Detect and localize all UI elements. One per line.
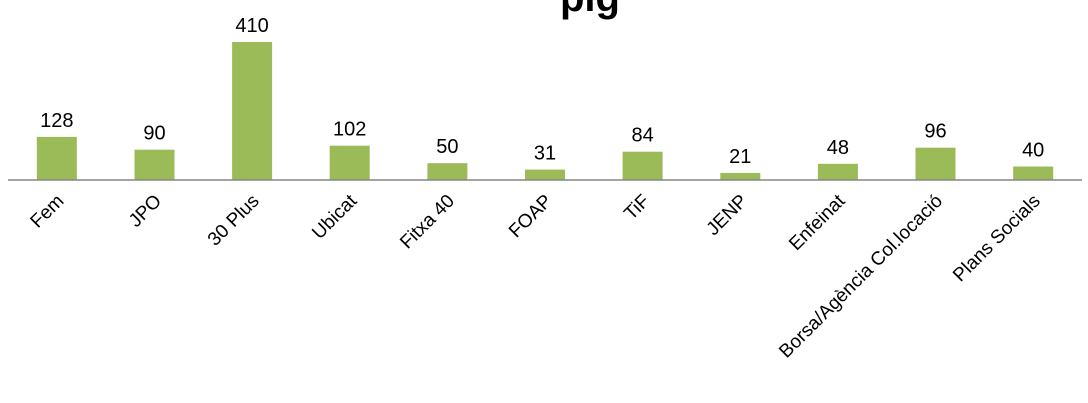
- value-label-fem: 128: [40, 110, 73, 132]
- category-label-fem: Fem: [27, 191, 69, 233]
- category-labels-layer: Fem JPO 30 Plus Ubicat Fitxa 40 FOAP TiF JENP En…: [27, 190, 1045, 362]
- bar-tif: [622, 151, 663, 180]
- value-label-borsa-ag-ncia-col-locaci: 96: [924, 121, 946, 143]
- category-label-30-plus: 30 Plus: [204, 191, 264, 251]
- category-label-borsa-ag-ncia-col-locaci: Borsa/Agència Col.locació: [775, 191, 947, 363]
- value-label-ubicat: 102: [333, 119, 366, 141]
- category-label-jenp: JENP: [703, 191, 752, 240]
- category-label-plans-socials: Plans Socials: [949, 191, 1045, 287]
- value-label-jpo: 90: [143, 123, 165, 145]
- bar-ubicat: [329, 145, 370, 180]
- value-label-enfeinat: 48: [827, 137, 849, 159]
- bar-jpo: [134, 149, 175, 180]
- bar-borsa-ag-ncia-col-locaci: [915, 147, 956, 180]
- category-label-jpo: JPO: [125, 191, 166, 232]
- bar-fem: [36, 136, 77, 180]
- bars-layer: [36, 42, 1054, 180]
- bar-enfeinat: [817, 163, 858, 180]
- chart-title: pig: [560, 0, 620, 21]
- category-label-foap: FOAP: [505, 191, 556, 242]
- value-label-tif: 84: [631, 125, 653, 147]
- value-label-30-plus: 410: [235, 15, 268, 37]
- value-label-fitxa-40: 50: [436, 136, 458, 158]
- bar-jenp: [720, 172, 761, 180]
- value-labels-layer: 128 90 410 102 50 31 84 21 48 96 40: [40, 15, 1044, 168]
- category-label-ubicat: Ubicat: [308, 190, 361, 243]
- bar-plans-socials: [1013, 166, 1054, 180]
- value-label-jenp: 21: [729, 146, 751, 168]
- bar-fitxa-40: [427, 163, 468, 180]
- value-label-foap: 31: [534, 143, 556, 165]
- category-label-enfeinat: Enfeinat: [785, 190, 850, 255]
- category-label-tif: TiF: [620, 191, 654, 225]
- value-label-plans-socials: 40: [1022, 140, 1044, 162]
- category-label-fitxa-40: Fitxa 40: [396, 191, 459, 254]
- bar-foap: [525, 169, 565, 180]
- bar-30-plus: [232, 42, 273, 180]
